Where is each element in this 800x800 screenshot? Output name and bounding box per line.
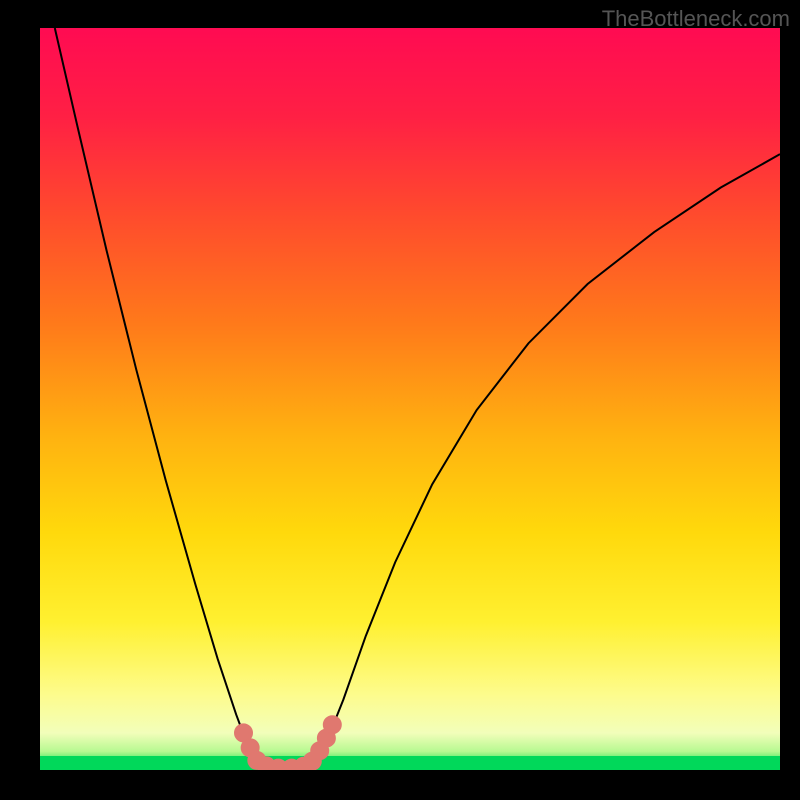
bottleneck-curve [55,28,780,769]
valley-markers [235,716,342,770]
watermark-text: TheBottleneck.com [602,6,790,32]
curve-layer [40,28,780,770]
plot-area [40,28,780,770]
marker-dot [323,716,341,734]
chart-canvas: TheBottleneck.com [0,0,800,800]
